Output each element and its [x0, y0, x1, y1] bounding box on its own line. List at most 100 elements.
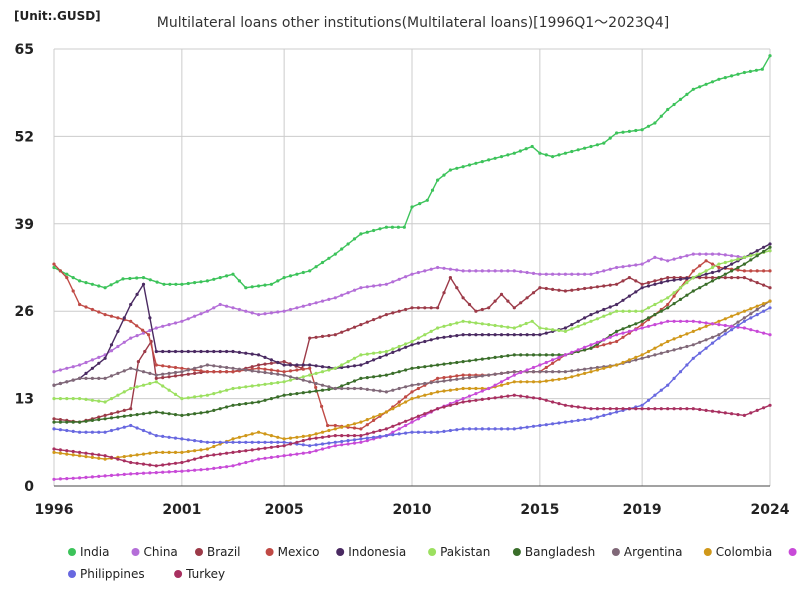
data-point — [410, 420, 414, 424]
data-point — [544, 286, 548, 291]
legend-label: Mexico — [278, 545, 320, 559]
data-point — [557, 421, 561, 425]
data-point — [231, 403, 235, 407]
data-point — [109, 416, 114, 420]
data-point — [429, 329, 433, 333]
data-point — [173, 349, 178, 354]
data-point — [365, 423, 369, 427]
data-point — [691, 252, 695, 256]
data-point — [301, 443, 305, 447]
legend-label: Philippines — [80, 567, 145, 581]
data-point — [646, 124, 651, 128]
data-point — [244, 440, 248, 444]
data-point — [640, 262, 644, 266]
x-tick-label: 2005 — [265, 502, 304, 518]
data-point — [467, 373, 472, 377]
data-point — [384, 225, 388, 229]
data-point — [65, 428, 69, 433]
data-point — [205, 279, 209, 283]
data-point — [154, 376, 158, 380]
data-point — [161, 324, 165, 328]
series-china — [52, 249, 772, 374]
data-point — [193, 366, 197, 370]
data-point — [608, 312, 612, 316]
data-point — [749, 316, 753, 320]
data-point — [122, 390, 126, 394]
data-point — [282, 360, 286, 364]
data-point — [499, 155, 504, 159]
data-point — [436, 363, 440, 367]
data-point — [244, 385, 248, 389]
data-point — [193, 314, 197, 318]
data-point — [135, 413, 139, 417]
data-point — [103, 430, 107, 434]
data-point — [634, 322, 638, 326]
data-point — [308, 366, 312, 370]
data-point — [257, 313, 261, 317]
data-point — [627, 264, 632, 268]
data-point — [742, 70, 747, 75]
data-point — [109, 374, 114, 378]
data-point — [161, 376, 165, 380]
data-point — [378, 428, 382, 433]
data-point — [525, 333, 529, 337]
data-point — [301, 363, 305, 367]
data-point — [295, 306, 299, 310]
data-point — [480, 333, 484, 337]
data-point — [467, 399, 472, 403]
data-point — [736, 312, 740, 316]
data-point — [749, 328, 753, 332]
data-point — [263, 312, 267, 316]
data-point — [410, 383, 414, 387]
data-point — [595, 368, 600, 372]
data-point — [52, 397, 56, 401]
data-point — [423, 269, 427, 273]
data-point — [308, 373, 312, 377]
data-point — [531, 370, 536, 374]
data-point — [346, 386, 350, 391]
data-point — [455, 360, 459, 365]
data-point — [257, 284, 261, 288]
data-point — [327, 365, 331, 370]
data-point — [148, 371, 152, 375]
data-point — [640, 282, 644, 286]
data-point — [346, 328, 350, 332]
data-point — [396, 225, 400, 229]
data-point — [359, 434, 363, 438]
data-point — [461, 386, 465, 391]
data-point — [378, 413, 382, 417]
data-point — [173, 436, 178, 440]
data-point — [742, 326, 747, 330]
data-point — [499, 380, 504, 384]
data-point — [768, 403, 772, 407]
data-point — [231, 464, 235, 468]
data-point — [436, 390, 440, 394]
data-point — [218, 302, 222, 307]
data-point — [557, 272, 561, 276]
data-point — [141, 328, 145, 332]
legend-item-india: India — [68, 545, 109, 559]
data-point — [755, 249, 759, 253]
data-point — [257, 430, 261, 434]
data-point — [589, 346, 593, 350]
data-point — [474, 309, 478, 313]
data-point — [506, 427, 510, 431]
data-point — [717, 410, 721, 414]
data-point — [129, 319, 133, 323]
data-point — [295, 272, 299, 276]
data-point — [212, 349, 216, 354]
data-point — [225, 405, 229, 409]
data-point — [301, 304, 305, 308]
data-point — [372, 284, 376, 288]
data-point — [538, 333, 542, 337]
data-point — [308, 380, 312, 384]
data-point — [276, 440, 280, 444]
data-point — [372, 358, 376, 362]
data-point — [646, 398, 651, 402]
data-point — [391, 280, 395, 284]
data-point — [710, 341, 715, 345]
data-point — [129, 407, 133, 411]
data-point — [365, 360, 369, 365]
data-point — [378, 355, 382, 359]
data-point — [538, 423, 542, 428]
